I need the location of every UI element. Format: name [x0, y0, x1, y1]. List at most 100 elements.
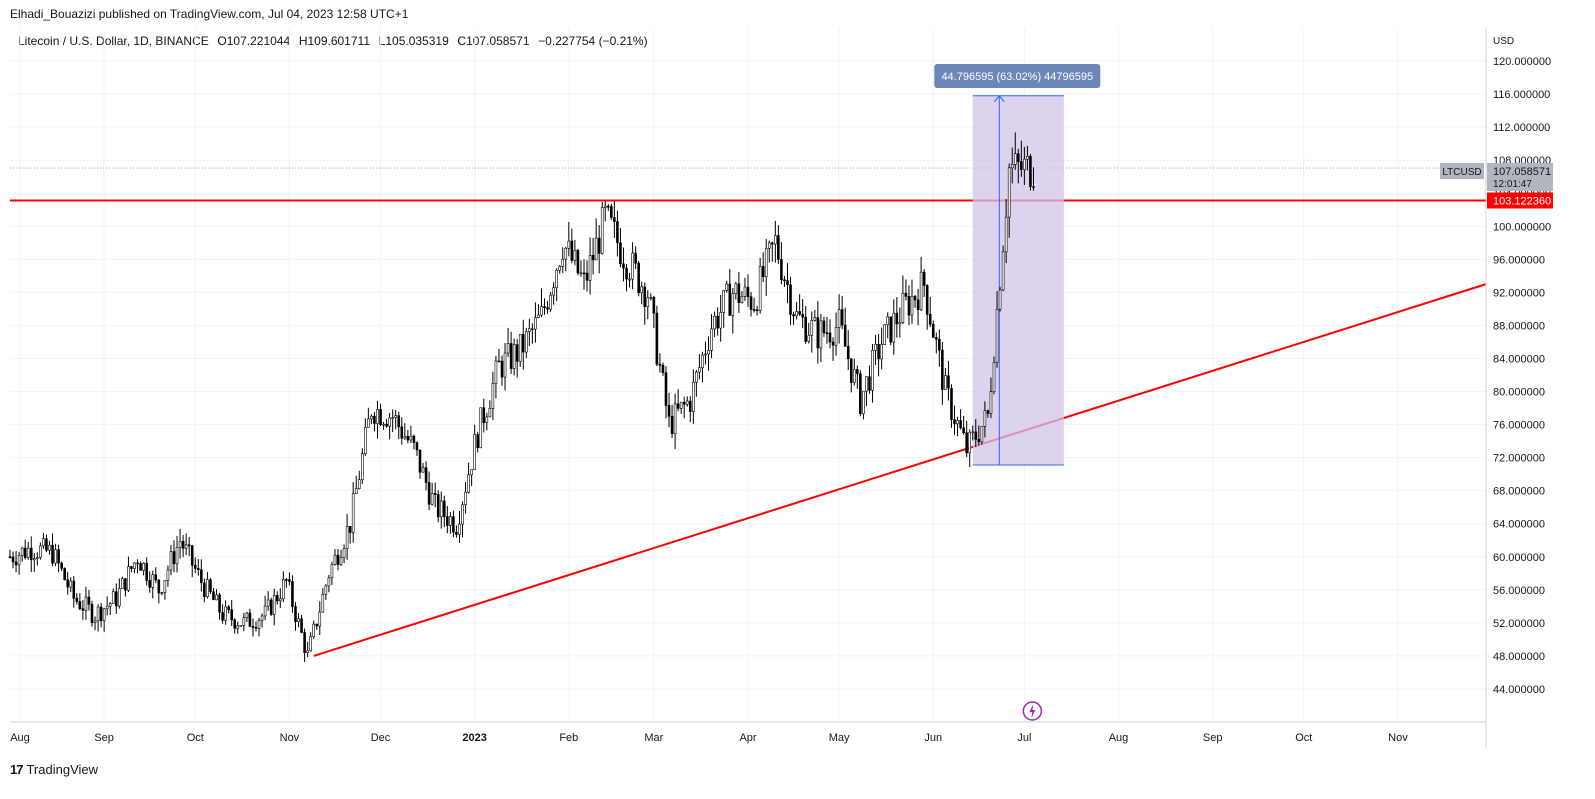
candle-body — [464, 491, 467, 506]
candle-body — [737, 283, 741, 304]
symbol-legend: Litecoin / U.S. Dollar, 1D, BINANCE O107… — [18, 34, 650, 48]
candle-body — [108, 603, 112, 607]
candle-body — [400, 426, 404, 439]
candle-body — [974, 431, 978, 440]
candle-body — [746, 286, 750, 297]
candle-body — [233, 619, 237, 629]
candle-body — [749, 296, 753, 310]
candle-body — [84, 596, 88, 611]
candle-body — [318, 611, 322, 627]
candle-body — [200, 569, 203, 584]
price-axis[interactable]: 44.000000 48.000000 52.000000 56.000000 60.0… — [1440, 28, 1553, 749]
candle-body — [376, 409, 379, 424]
candle-body — [1026, 156, 1029, 160]
candle-body — [573, 250, 577, 261]
candle-body — [263, 605, 267, 617]
candle-body — [816, 317, 820, 349]
time-tick-label: Nov — [280, 732, 300, 744]
candle-body — [427, 482, 431, 505]
time-axis[interactable]: Aug Sep Oct Nov Dec 2023 Feb Mar Apr May Jun Jul Aug… — [10, 701, 1486, 744]
candle-body — [160, 592, 164, 594]
price-tick-label: 96.000000 — [1493, 254, 1545, 266]
candle-body — [634, 252, 637, 264]
candle-body — [965, 432, 968, 454]
candle-body — [521, 334, 525, 353]
candle-body — [257, 620, 261, 629]
candle-body — [825, 332, 829, 335]
candle-body — [919, 271, 923, 311]
candle-body — [254, 627, 258, 629]
candle-body — [151, 574, 155, 588]
price-tick-label: 92.000000 — [1493, 287, 1545, 299]
footer-brand[interactable]: 17 TradingView — [10, 762, 98, 777]
symbol-name[interactable]: Litecoin / U.S. Dollar, 1D, BINANCE — [18, 34, 209, 48]
candle-body — [32, 558, 36, 561]
candle-body — [206, 579, 209, 598]
candle-body — [600, 207, 604, 254]
candle-body — [664, 372, 668, 406]
candle-body — [327, 577, 331, 587]
candle-body — [357, 479, 361, 489]
price-tick-label: 52.000000 — [1493, 618, 1545, 630]
candle-body — [770, 242, 774, 245]
resistance-price-text: 103.122360 — [1493, 195, 1551, 207]
candle-body — [215, 594, 218, 601]
candle-body — [692, 381, 695, 412]
price-chart[interactable]: 44.796595 (63.02%) 44796595 44.000000 48.… — [0, 0, 1595, 760]
candle-body — [324, 585, 328, 595]
price-tick-label: 48.000000 — [1493, 651, 1545, 663]
candle-body — [531, 328, 534, 331]
candle-body — [868, 376, 871, 391]
candle-body — [29, 547, 33, 561]
candle-body — [564, 247, 568, 260]
candle-body — [852, 369, 856, 383]
candle-body — [339, 557, 343, 565]
candle-body — [306, 650, 309, 653]
candle-body — [446, 516, 449, 526]
candle-body — [518, 334, 522, 362]
candle-body — [449, 516, 452, 526]
candle-body — [889, 316, 893, 343]
price-tick-label: 64.000000 — [1493, 519, 1545, 531]
candle-body — [606, 205, 610, 208]
candle-body — [452, 516, 455, 533]
candle-body — [142, 562, 145, 571]
candle-body — [856, 369, 859, 375]
candle-body — [494, 360, 498, 384]
candle-body — [157, 579, 161, 594]
candle-body — [552, 287, 555, 296]
candle-body — [673, 403, 677, 435]
time-tick-label: 2023 — [462, 732, 486, 744]
candle-body — [989, 391, 993, 414]
candle-body — [643, 286, 647, 307]
rising-trendline[interactable] — [313, 283, 1487, 657]
candle-body — [704, 353, 707, 356]
candle-body — [193, 565, 197, 569]
candle-body — [886, 316, 890, 326]
candle-body — [476, 434, 480, 449]
price-tick-label: 68.000000 — [1493, 486, 1545, 498]
candle-body — [588, 255, 592, 281]
tradingview-logo-icon: 17 — [10, 762, 24, 777]
candle-body — [127, 566, 130, 591]
candle-body — [734, 283, 738, 294]
candle-body — [403, 436, 407, 439]
candle-body — [804, 316, 808, 342]
price-tick-label: 100.000000 — [1493, 221, 1551, 233]
candle-body — [938, 338, 941, 351]
candle-body — [473, 434, 476, 470]
candle-body — [96, 606, 100, 622]
candle-body — [485, 416, 489, 423]
candle-body — [136, 562, 139, 565]
candle-body — [713, 315, 716, 330]
candle-body — [312, 623, 316, 637]
candle-body — [321, 593, 325, 613]
candle-body — [755, 309, 759, 312]
candle-body — [591, 255, 595, 261]
price-tick-label: 60.000000 — [1493, 552, 1545, 564]
candle-body — [871, 350, 874, 391]
candle-body — [570, 240, 574, 261]
low-value: L105.035319 — [378, 34, 449, 48]
candle-body — [549, 294, 552, 310]
candle-body — [51, 544, 54, 564]
